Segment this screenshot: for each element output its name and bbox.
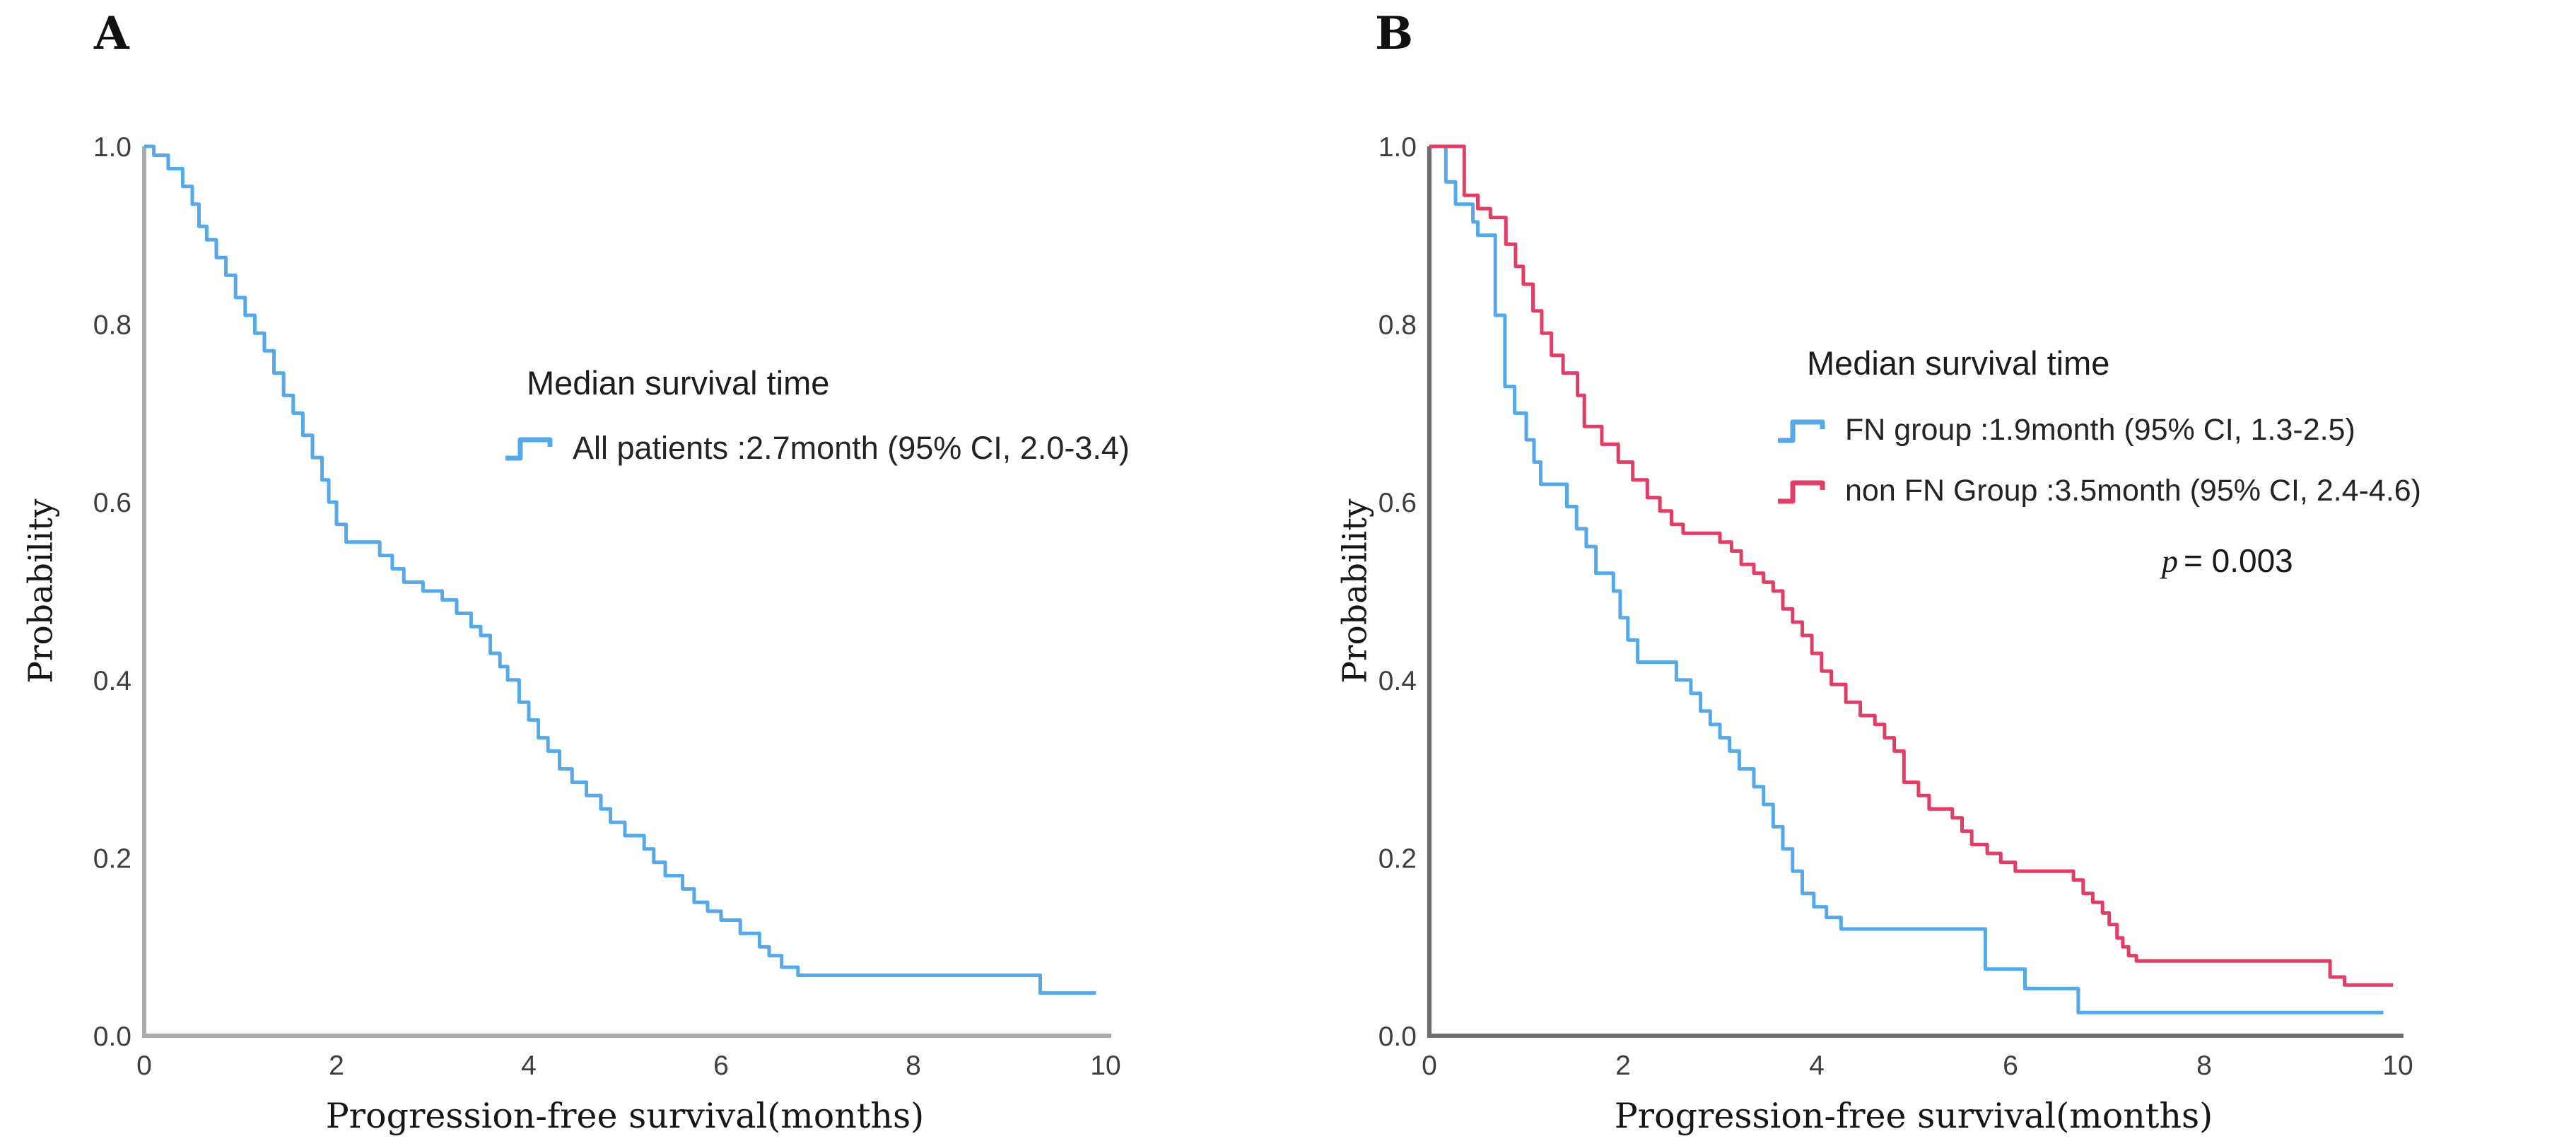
y-tick-label: 0.4	[93, 666, 131, 696]
x-tick-label: 10	[2382, 1051, 2413, 1081]
km-curve-non-fn-group	[1429, 144, 2394, 987]
y-tick-label: 0.6	[93, 488, 131, 518]
panel-a-letter: A	[94, 7, 129, 60]
panel-a-legend-title: Median survival time	[527, 364, 830, 402]
y-tick-label: 1.0	[93, 132, 131, 163]
x-tick-label: 6	[2003, 1051, 2018, 1081]
x-tick-label: 0	[136, 1051, 152, 1081]
fn-group-step-line-icon	[1778, 419, 1825, 443]
all-patients-swatch-path	[505, 437, 553, 461]
x-tick-label: 6	[713, 1051, 729, 1081]
p-value-symbol: p	[2162, 543, 2178, 579]
y-tick-label: 0.2	[1378, 843, 1417, 874]
panel-b: B Probability 0 2 4 6 8 10 0.0 0.2 0.4 0.6 0.8 1.0 …	[1288, 0, 2576, 1146]
y-tick-label: 0.0	[93, 1022, 131, 1052]
p-value-annotation: p = 0.003	[2162, 542, 2293, 580]
panel-a-plot: 0 2 4 6 8 10 0.0 0.2 0.4 0.6 0.8 1.0	[93, 132, 1121, 1081]
y-tick-label: 0.8	[93, 310, 131, 341]
km-curve-all-patients	[144, 144, 1096, 995]
x-tick-label: 0	[1422, 1051, 1437, 1081]
non-fn-group-legend-label: non FN Group :3.5month (95% CI, 2.4-4.6)	[1845, 474, 2422, 508]
x-tick-label: 2	[329, 1051, 344, 1081]
p-value-text: = 0.003	[2184, 542, 2293, 579]
x-tick-label: 4	[521, 1051, 537, 1081]
legend-item-all-patients: All patients :2.7month (95% CI, 2.0-3.4)	[503, 430, 1130, 467]
panel-b-legend-title: Median survival time	[1807, 344, 2110, 382]
panel-b-letter: B	[1375, 7, 1414, 60]
km-curve-fn-group	[1429, 144, 2384, 1015]
panel-b-x-axis-title: Progression-free survival(months)	[1614, 1096, 2213, 1136]
non-fn-group-swatch-path	[1778, 480, 1825, 503]
all-patients-legend-label: All patients :2.7month (95% CI, 2.0-3.4)	[573, 430, 1130, 466]
y-tick-label: 0.2	[93, 843, 131, 874]
x-tick-label: 4	[1809, 1051, 1825, 1081]
x-tick-label: 8	[2196, 1051, 2212, 1081]
fn-group-legend-label: FN group :1.9month (95% CI, 1.3-2.5)	[1845, 413, 2355, 447]
y-tick-label: 0.8	[1378, 310, 1417, 341]
x-tick-label: 8	[906, 1051, 921, 1081]
fn-group-swatch-path	[1778, 419, 1825, 443]
non-fn-group-step-line-icon	[1778, 480, 1825, 503]
y-tick-label: 0.4	[1378, 666, 1417, 696]
panel-a-x-axis-title: Progression-free survival(months)	[325, 1096, 925, 1136]
panel-b-plot: 0 2 4 6 8 10 0.0 0.2 0.4 0.6 0.8 1.0	[1378, 132, 2413, 1081]
y-tick-label: 0.0	[1378, 1022, 1417, 1052]
y-tick-label: 0.6	[1378, 488, 1417, 518]
all-patients-step-line-icon	[505, 437, 553, 461]
panel-a: A Probability 0 2 4 6 8 10 0.0 0.2 0.4 0.6 0.8 1.0 …	[22, 7, 1130, 1137]
x-tick-label: 2	[1615, 1051, 1631, 1081]
legend-item-non-fn-group: non FN Group :3.5month (95% CI, 2.4-4.6)	[1776, 474, 2421, 508]
x-tick-label: 10	[1090, 1051, 1120, 1081]
y-tick-label: 1.0	[1378, 132, 1417, 163]
legend-item-fn-group: FN group :1.9month (95% CI, 1.3-2.5)	[1776, 413, 2355, 448]
